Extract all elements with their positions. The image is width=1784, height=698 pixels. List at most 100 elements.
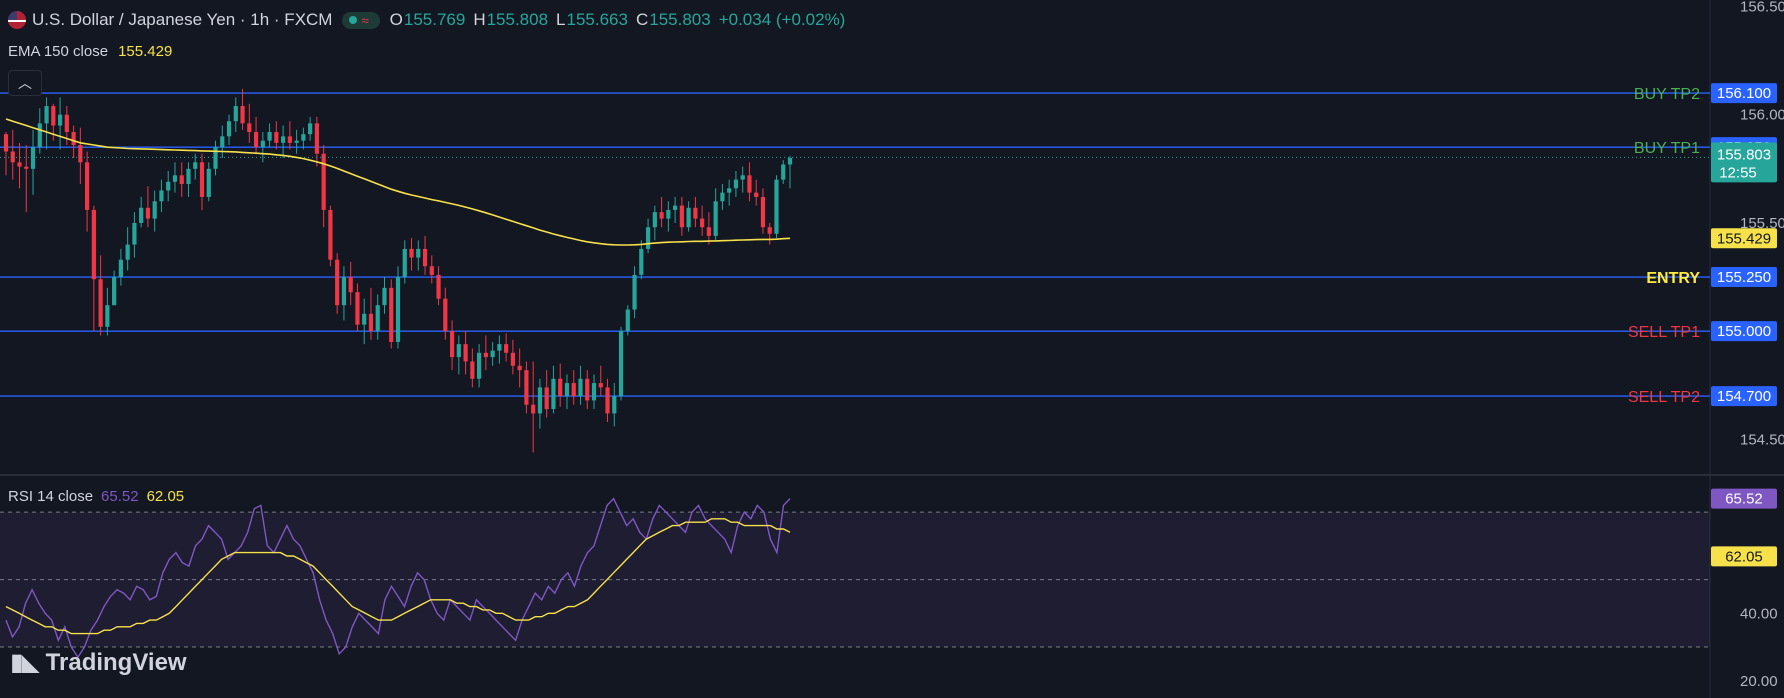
rsi-ma-value-text: 62.05 [1725,548,1763,565]
candle-body-83 [564,383,570,397]
candle-body-17 [118,259,123,278]
candle-body-31 [213,147,218,169]
candle-body-4 [30,147,36,169]
price-axis-tick-3: 154.500 [1740,431,1784,448]
candle-body-90 [612,396,617,414]
candle-body-60 [409,248,414,258]
candle-body-13 [91,209,96,280]
candle-body-7 [51,106,56,126]
ema-legend-label: EMA 150 close [8,43,109,60]
us-flag-icon [8,11,26,29]
candle-body-70 [477,352,482,379]
level-price-tag-0 [1711,83,1777,104]
candle-body-109 [740,175,745,180]
candle-body-54 [368,313,374,332]
candle-body-75 [510,352,515,366]
candle-body-45 [308,123,313,135]
candle-body-49 [335,259,340,306]
candle-body-42 [287,136,292,143]
price-axis-tick-0: 156.500 [1740,0,1784,15]
candle-body-111 [754,192,759,197]
rsi-ma-line [5,518,791,635]
candle-body-87 [591,383,597,401]
candle-body-28 [193,162,198,169]
candle-body-110 [747,175,752,193]
candle-body-89 [605,387,610,414]
candle-body-27 [186,168,191,184]
price-axis-tick-2: 155.500 [1740,215,1784,232]
rsi-legend-label: RSI 14 close [8,488,94,505]
data-delay-wave-icon: ≈ [361,12,369,28]
candle-body-43 [294,140,299,143]
symbol-title[interactable]: U.S. Dollar / Japanese Yen · 1h · FXCM [32,10,333,29]
market-status-pill[interactable]: ≈ [342,11,380,29]
candle-body-25 [172,175,178,182]
tradingview-watermark: ▮◣ TradingView [10,648,187,677]
open-label: O [389,10,403,29]
level-price-tag-4 [1711,386,1777,407]
level-price-tag-3 [1711,321,1777,342]
rsi-legend-value: 65.52 [101,488,139,505]
candle-body-69 [470,361,475,379]
collapse-legend-button[interactable]: ︿ [8,70,42,96]
tradingview-logo-icon: ▮◣ [10,649,40,676]
candle-body-82 [558,378,563,397]
candle-body-72 [490,350,495,358]
candle-body-81 [551,378,556,410]
symbol-legend: U.S. Dollar / Japanese Yen · 1h · FXCM ≈… [8,10,853,30]
candle-body-114 [774,179,779,234]
candle-body-98 [666,209,671,219]
candle-body-62 [422,248,428,267]
change-value: +0.034 (+0.02%) [718,10,846,29]
ema-legend-value: 155.429 [118,43,173,60]
candle-body-51 [348,277,353,293]
candle-body-105 [713,201,718,236]
candle-body-35 [240,106,245,124]
candle-body-76 [517,365,522,371]
candle-body-39 [267,132,272,141]
level-price-text-0: 156.100 [1717,85,1771,102]
candle-body-56 [382,287,387,306]
candle-body-53 [362,313,367,325]
level-label-4: SELL TP2 [1628,389,1700,406]
rsi-value-text: 65.52 [1725,491,1763,508]
candle-body-33 [226,121,232,137]
candle-body-15 [105,305,110,327]
ema-legend[interactable]: EMA 150 close 155.429 [8,43,176,60]
candle-body-41 [281,136,286,143]
candle-body-29 [199,162,205,197]
high-label: H [473,10,486,29]
countdown-text: 12:55 [1719,164,1757,181]
candle-body-115 [781,164,786,180]
candle-body-2 [17,162,22,167]
candle-body-101 [686,207,691,228]
candle-body-74 [504,344,509,353]
last-price-tag [1711,142,1777,183]
candle-body-19 [132,222,137,245]
candle-body-5 [37,123,42,148]
candle-body-12 [85,162,90,210]
candle-body-30 [206,168,211,197]
candle-body-106 [720,192,725,202]
candle-body-3 [24,166,29,169]
candle-body-94 [639,248,644,275]
candle-body-80 [544,387,549,410]
close-label: C [635,10,649,29]
candle-body-14 [98,279,103,327]
candle-body-36 [247,123,252,133]
rsi-ma-value-tag [1711,546,1777,567]
candle-body-11 [78,145,83,163]
candle-body-22 [152,201,157,219]
last-price-text: 155.803 [1717,146,1771,163]
level-label-0: BUY TP2 [1634,86,1700,103]
rsi-ma-legend-value: 62.05 [146,488,185,505]
rsi-legend[interactable]: RSI 14 close 65.52 62.05 [8,488,188,505]
ema-price-tag [1711,228,1777,249]
candle-body-8 [57,114,63,126]
candle-body-95 [645,227,651,249]
candle-body-34 [233,106,238,122]
level-price-tag-2 [1711,267,1777,288]
level-price-text-3: 155.000 [1717,323,1771,340]
